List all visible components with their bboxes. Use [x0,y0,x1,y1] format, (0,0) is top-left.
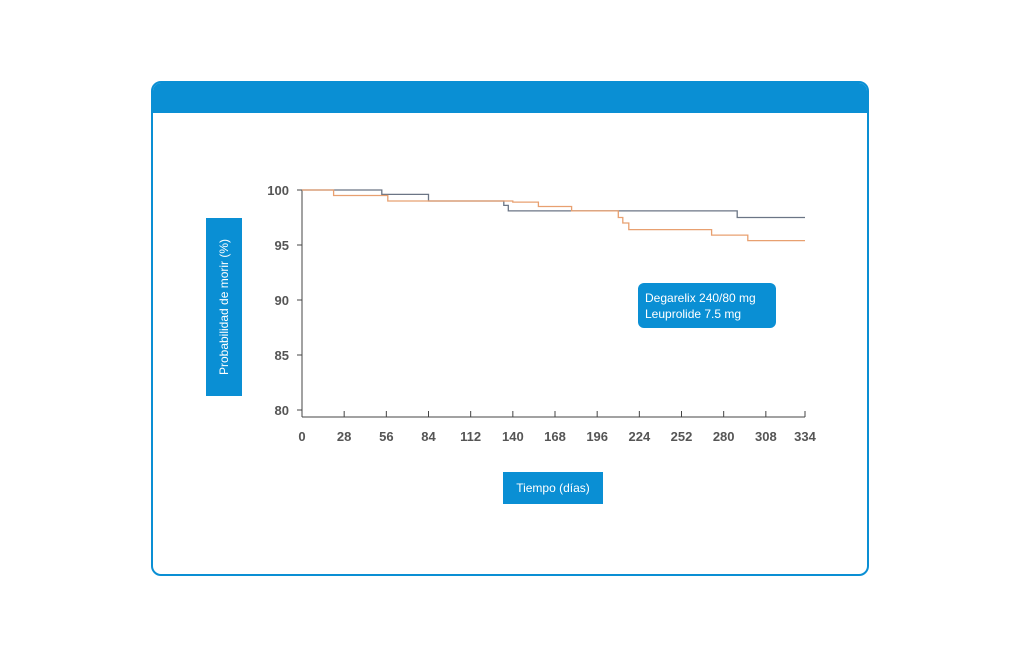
x-tick-label: 252 [671,429,693,444]
legend: Degarelix 240/80 mg Leuprolide 7.5 mg [638,283,776,328]
x-tick-label: 224 [628,429,650,444]
legend-entry-degarelix: Degarelix 240/80 mg [645,291,756,305]
series-line-leuprolide [302,189,805,242]
x-tick-label: 168 [544,429,566,444]
x-tick-label: 0 [298,429,305,444]
x-tick-label: 56 [379,429,393,444]
x-axis-label: Tiempo (días) [503,472,603,504]
x-tick-label: 308 [755,429,777,444]
card-header [153,83,867,113]
y-tick-label: 85 [275,348,289,363]
x-tick-label: 196 [586,429,608,444]
legend-entry-leuprolide: Leuprolide 7.5 mg [645,307,742,321]
x-tick-label: 28 [337,429,351,444]
x-tick-label: 84 [421,429,436,444]
y-axis-label-box [206,218,242,396]
x-tick-label: 280 [713,429,735,444]
x-tick-label: 334 [794,429,816,444]
x-tick-label: 140 [502,429,524,444]
y-tick-label: 80 [275,403,289,418]
y-tick-label: 100 [267,183,289,198]
y-tick-label: 90 [275,293,289,308]
x-tick-label: 112 [460,429,481,444]
y-tick-label: 95 [275,238,289,253]
series-layer [302,189,805,242]
axes: 100 95 90 85 80 0 28 56 84 112 140 168 196 224 252 280 3… [267,183,816,444]
series-line-degarelix [302,189,805,219]
y-axis-label: Probabilidad de morir (%) [217,238,231,376]
